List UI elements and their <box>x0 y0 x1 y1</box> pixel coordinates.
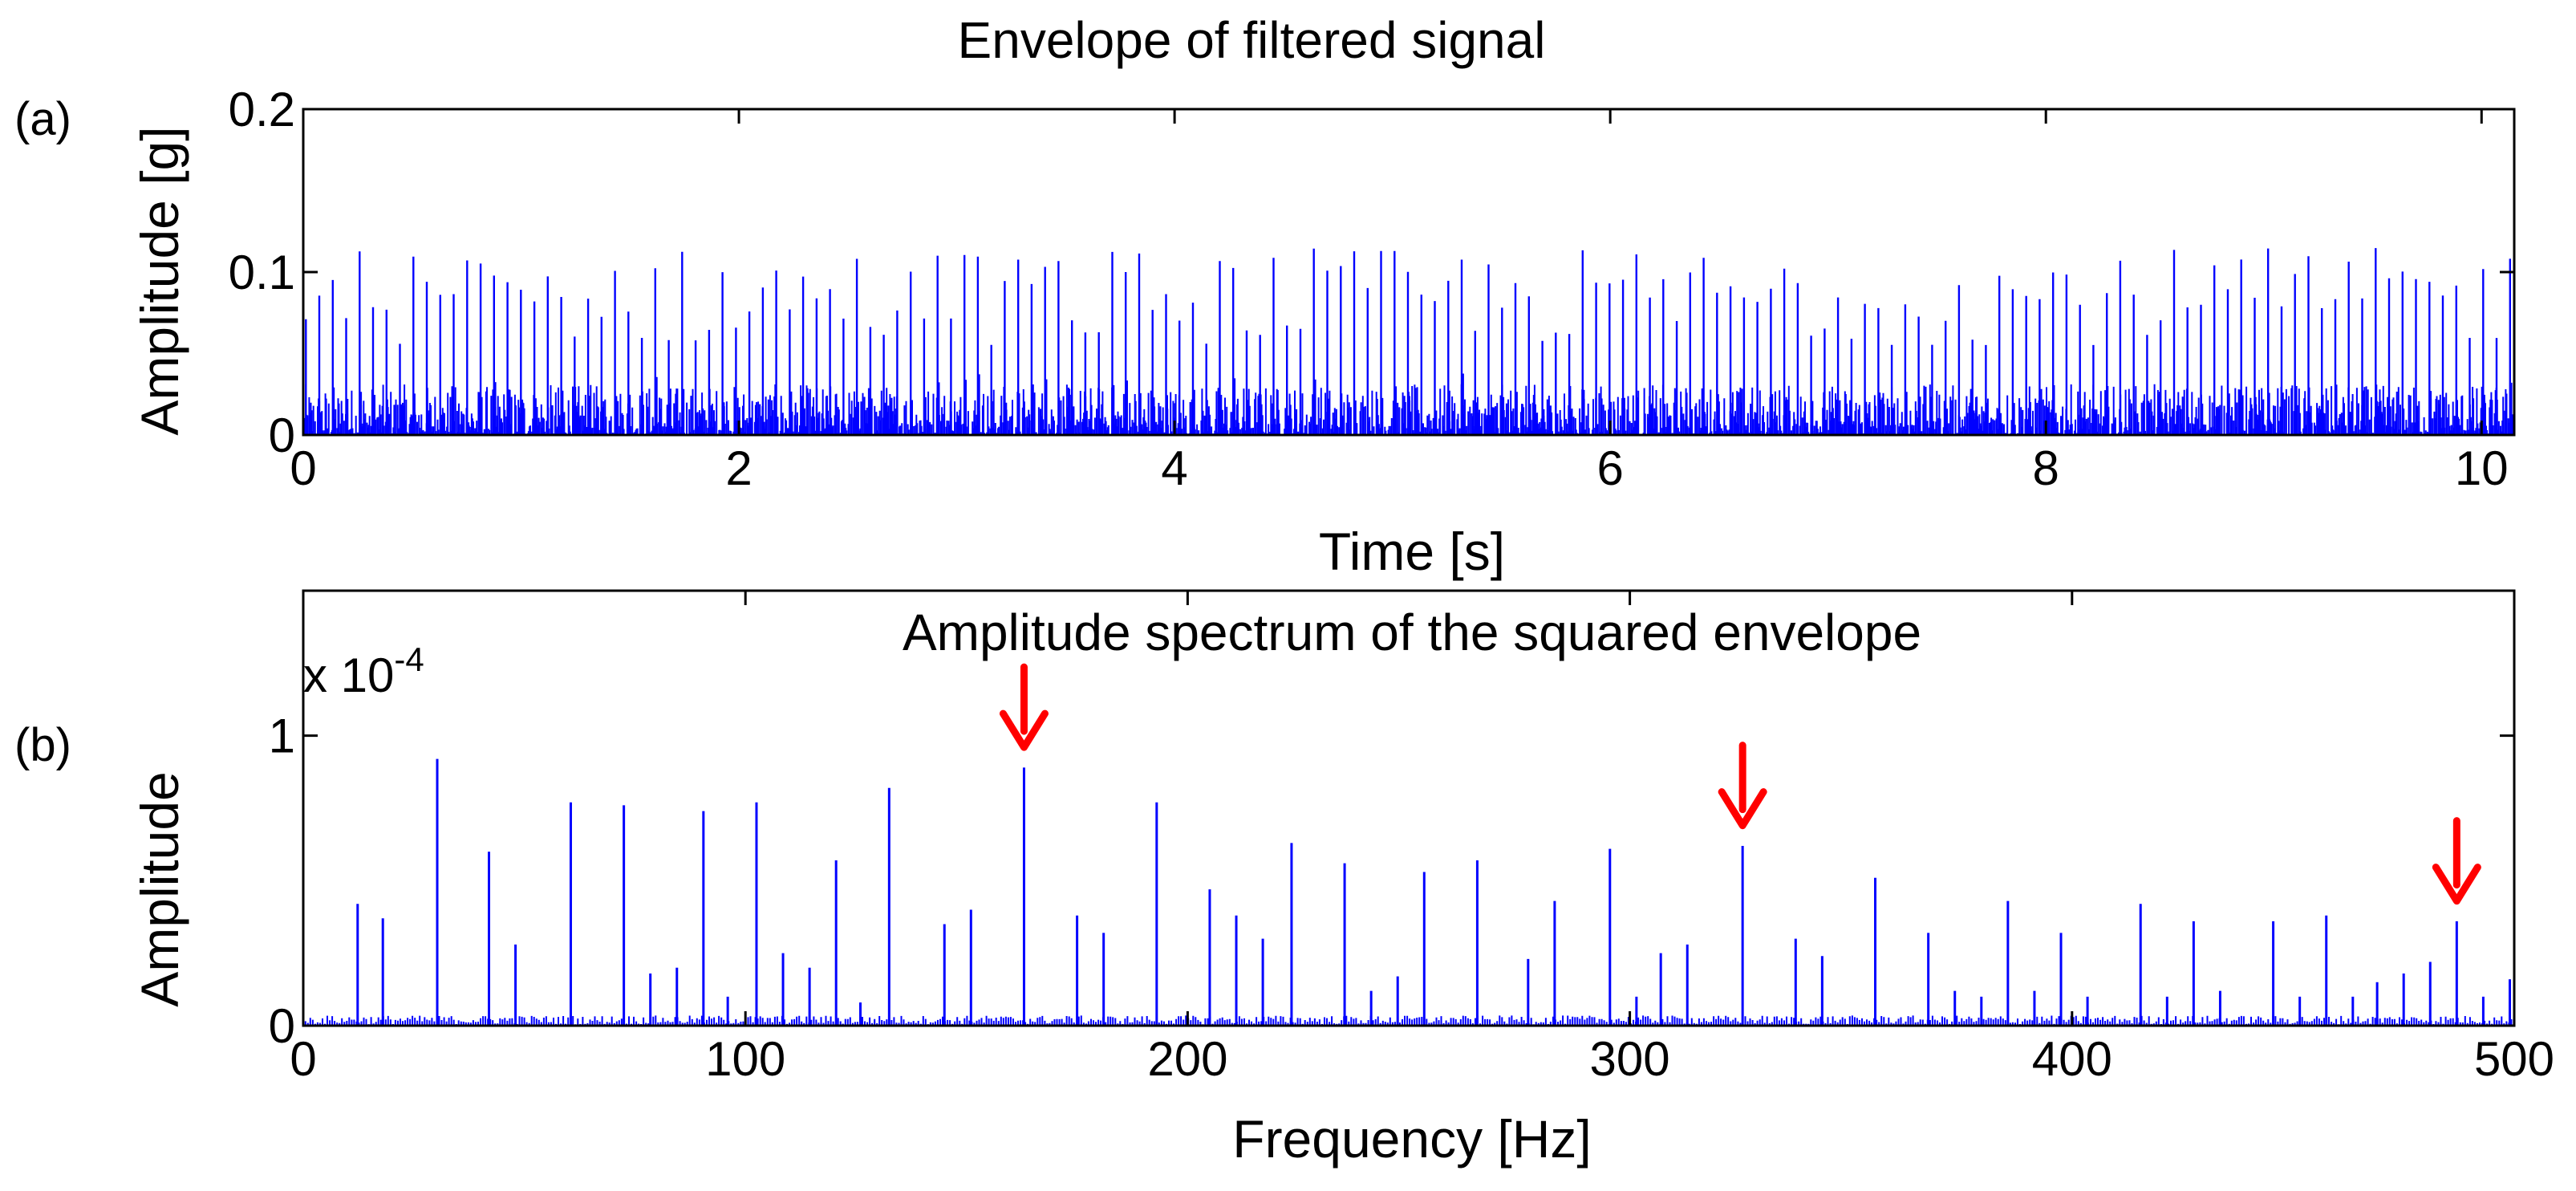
chart-b-noise-floor <box>304 1015 2515 1026</box>
chart-a: Envelope of filtered signal (a) Amplitud… <box>14 11 2516 581</box>
chart-b-multiplier-exponent: -4 <box>394 640 424 678</box>
chart-a-xtick-label: 10 <box>2455 441 2509 495</box>
chart-a-xtick-label: 0 <box>290 441 316 495</box>
chart-b-annotations <box>999 663 2481 905</box>
chart-b-y-multiplier: x 10-4 <box>303 640 424 702</box>
chart-a-xtick-label: 2 <box>725 441 752 495</box>
chart-b-xtick-label: 400 <box>2032 1032 2112 1086</box>
chart-b-xlabel: Frequency [Hz] <box>1232 1109 1592 1169</box>
chart-b-title: Amplitude spectrum of the squared envelo… <box>903 604 1921 661</box>
chart-b-xtick-label: 500 <box>2474 1032 2554 1086</box>
arrow-head <box>1718 788 1767 830</box>
chart-a-impulses <box>305 248 2513 435</box>
chart-b-ytick-label: 1 <box>269 709 295 763</box>
chart-a-title: Envelope of filtered signal <box>958 11 1546 69</box>
chart-b-series <box>304 758 2515 1026</box>
chart-b-frame <box>302 589 2516 1027</box>
arrow-head <box>2432 864 2481 905</box>
chart-b-panel-label: (b) <box>14 719 71 771</box>
fault-frequency-arrow <box>1718 742 1767 830</box>
chart-b-xtick-label: 300 <box>1590 1032 1670 1086</box>
chart-a-panel-label: (a) <box>14 93 71 145</box>
chart-b-xtick-label: 0 <box>290 1032 316 1086</box>
chart-a-ytick-label: 0.1 <box>229 246 295 299</box>
arrow-head <box>999 709 1049 751</box>
chart-a-xtick-label: 6 <box>1596 441 1623 495</box>
chart-a-ylabel: Amplitude [g] <box>130 126 189 435</box>
chart-b-xtick-label: 100 <box>705 1032 785 1086</box>
chart-a-ytick-label: 0.2 <box>229 83 295 136</box>
chart-b-xtick-label: 200 <box>1147 1032 1227 1086</box>
chart-a-xlabel: Time [s] <box>1319 522 1505 581</box>
chart-a-ytick-label: 0 <box>269 409 295 462</box>
chart-a-xtick-label: 8 <box>2033 441 2059 495</box>
chart-b-ytick-label: 0 <box>269 999 295 1053</box>
chart-a-xtick-label: 4 <box>1161 441 1187 495</box>
chart-b-ticks: 0 100 200 300 400 500 0 1 <box>269 591 2554 1086</box>
fault-frequency-arrow <box>999 663 1049 751</box>
chart-a-frame <box>302 108 2516 437</box>
chart-b-ylabel: Amplitude <box>130 771 189 1007</box>
chart-b-multiplier-base: x 10 <box>303 648 394 702</box>
fault-frequency-arrow <box>2432 817 2481 905</box>
chart-b: Amplitude spectrum of the squared envelo… <box>14 589 2554 1169</box>
chart-a-series <box>302 248 2515 435</box>
chart-a-ticks: 0 2 4 6 8 10 0 0.1 0.2 <box>229 83 2514 495</box>
